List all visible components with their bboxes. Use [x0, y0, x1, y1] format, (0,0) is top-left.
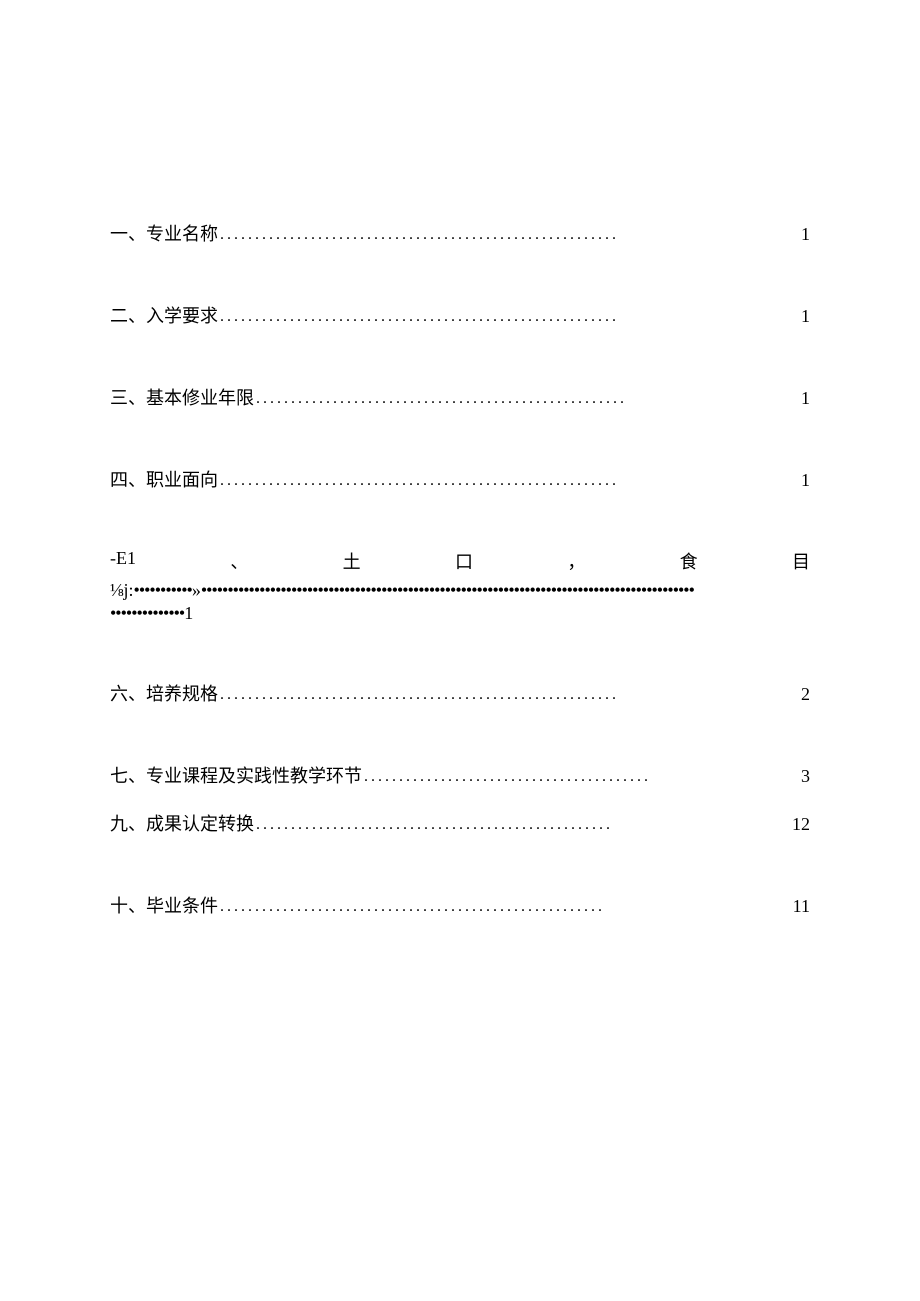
toc-page: 12	[792, 814, 810, 835]
toc-label: 七、专业课程及实践性教学环节	[110, 762, 362, 788]
toc-dots: ........................................…	[220, 686, 799, 704]
toc-dots: ........................................…	[256, 390, 799, 408]
toc-dots: ........................................…	[220, 472, 799, 490]
table-of-contents: 一、专业名称 .................................…	[110, 220, 810, 918]
toc-entry: 四、职业面向 .................................…	[110, 466, 810, 492]
frag-prefix: ⅛j:	[110, 580, 134, 600]
toc-dots: ........................................…	[220, 226, 799, 244]
toc-label: 一、专业名称	[110, 220, 218, 246]
corrupted-line-2: ⅛j:•••••••••••»•••••••••••••••••••••••••…	[110, 578, 810, 603]
toc-label: 四、职业面向	[110, 466, 218, 492]
toc-dots: ........................................…	[220, 898, 791, 916]
toc-page: 3	[801, 766, 810, 787]
toc-page: 11	[793, 896, 810, 917]
toc-dots: ........................................…	[220, 308, 799, 326]
toc-entry: 十、毕业条件 .................................…	[110, 892, 810, 918]
toc-entry: 二、入学要求 .................................…	[110, 302, 810, 328]
toc-page: 1	[801, 224, 810, 245]
frag: 目	[792, 548, 810, 574]
bullets: ••••••••••••••	[110, 603, 184, 623]
toc-entry: 三、基本修业年限 ...............................…	[110, 384, 810, 410]
toc-label: 六、培养规格	[110, 680, 218, 706]
toc-label: 十、毕业条件	[110, 892, 218, 918]
toc-entry: 九、成果认定转换 ...............................…	[110, 810, 810, 836]
toc-label: 三、基本修业年限	[110, 384, 254, 410]
frag: 、	[230, 548, 248, 574]
bullets: •••••••••••	[134, 580, 192, 600]
frag: ，	[567, 548, 585, 574]
toc-page: 1	[801, 470, 810, 491]
toc-dots: ........................................…	[364, 768, 799, 786]
frag-mid: »	[192, 580, 201, 600]
toc-entry: 七、专业课程及实践性教学环节 .........................…	[110, 762, 810, 788]
toc-entry: 一、专业名称 .................................…	[110, 220, 810, 246]
corrupted-line-3: ••••••••••••••1	[110, 603, 810, 624]
frag: 土	[343, 548, 361, 574]
toc-label: 九、成果认定转换	[110, 810, 254, 836]
toc-entry-corrupted: -E1 、 土 口 ， 食 目 ⅛j:•••••••••••»•••••••••…	[110, 548, 810, 624]
toc-page: 1	[801, 388, 810, 409]
frag-suffix: 1	[184, 603, 193, 623]
bullets: ••••••••••••••••••••••••••••••••••••••••…	[201, 580, 694, 600]
corrupted-line-1: -E1 、 土 口 ， 食 目	[110, 548, 810, 574]
frag: -E1	[110, 548, 136, 574]
toc-dots: ........................................…	[256, 816, 790, 834]
frag: 口	[455, 548, 473, 574]
toc-label: 二、入学要求	[110, 302, 218, 328]
toc-entry: 六、培养规格 .................................…	[110, 680, 810, 706]
toc-page: 1	[801, 306, 810, 327]
toc-page: 2	[801, 684, 810, 705]
frag: 食	[680, 548, 698, 574]
